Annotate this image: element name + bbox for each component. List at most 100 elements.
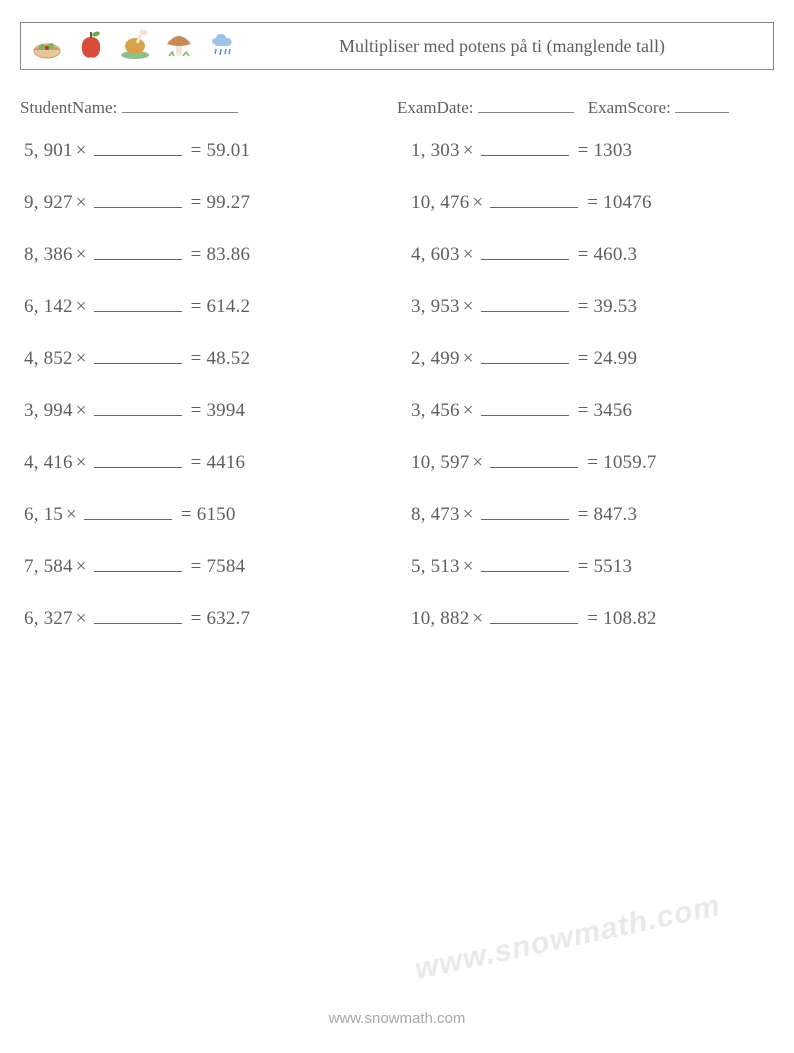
answer-blank[interactable] xyxy=(94,245,182,260)
answer-blank[interactable] xyxy=(481,401,569,416)
operand-a: 5, 901 xyxy=(24,140,73,161)
answer-blank[interactable] xyxy=(84,505,172,520)
problem-right-0: 1, 303× = 1303 xyxy=(407,140,774,162)
problem-right-7: 8, 473× = 847.3 xyxy=(407,504,774,526)
problem-left-0: 5, 901× = 59.01 xyxy=(20,140,387,162)
problem-right-6: 10, 597× = 1059.7 xyxy=(407,452,774,474)
answer-blank[interactable] xyxy=(481,245,569,260)
operand-a: 5, 513 xyxy=(411,556,460,577)
result: 7584 xyxy=(206,556,245,577)
operand-a: 7, 584 xyxy=(24,556,73,577)
cloud-icon xyxy=(205,26,241,67)
multiply-sign: × xyxy=(460,140,477,161)
student-name-label: StudentName: xyxy=(20,98,117,117)
header-box: Multipliser med potens på ti (manglende … xyxy=(20,22,774,70)
result: 4416 xyxy=(206,452,245,473)
multiply-sign: × xyxy=(469,192,486,213)
multiply-sign: × xyxy=(73,296,90,317)
equals-sign: = xyxy=(186,244,207,265)
exam-date-blank[interactable] xyxy=(478,98,574,113)
answer-blank[interactable] xyxy=(94,557,182,572)
exam-score-blank[interactable] xyxy=(675,98,729,113)
exam-date-label: ExamDate: xyxy=(397,98,473,117)
operand-a: 10, 476 xyxy=(411,192,469,213)
answer-blank[interactable] xyxy=(94,609,182,624)
answer-blank[interactable] xyxy=(94,349,182,364)
multiply-sign: × xyxy=(460,400,477,421)
result: 632.7 xyxy=(206,608,250,629)
header-icons xyxy=(21,26,241,67)
result: 24.99 xyxy=(593,348,637,369)
answer-blank[interactable] xyxy=(481,349,569,364)
operand-a: 4, 603 xyxy=(411,244,460,265)
operand-a: 8, 386 xyxy=(24,244,73,265)
operand-a: 6, 142 xyxy=(24,296,73,317)
answer-blank[interactable] xyxy=(94,453,182,468)
equals-sign: = xyxy=(573,296,594,317)
equals-sign: = xyxy=(176,504,197,525)
multiply-sign: × xyxy=(469,452,486,473)
operand-a: 2, 499 xyxy=(411,348,460,369)
operand-a: 8, 473 xyxy=(411,504,460,525)
answer-blank[interactable] xyxy=(481,505,569,520)
problem-left-5: 3, 994× = 3994 xyxy=(20,400,387,422)
problem-left-9: 6, 327× = 632.7 xyxy=(20,608,387,630)
problem-right-4: 2, 499× = 24.99 xyxy=(407,348,774,370)
result: 6150 xyxy=(197,504,236,525)
result: 3994 xyxy=(206,400,245,421)
multiply-sign: × xyxy=(73,556,90,577)
answer-blank[interactable] xyxy=(94,141,182,156)
operand-a: 1, 303 xyxy=(411,140,460,161)
result: 59.01 xyxy=(206,140,250,161)
worksheet-title: Multipliser med potens på ti (manglende … xyxy=(241,36,763,56)
problem-left-7: 6, 15× = 6150 xyxy=(20,504,387,526)
result: 5513 xyxy=(593,556,632,577)
result: 1303 xyxy=(593,140,632,161)
result: 39.53 xyxy=(593,296,637,317)
answer-blank[interactable] xyxy=(490,609,578,624)
answer-blank[interactable] xyxy=(94,401,182,416)
multiply-sign: × xyxy=(73,348,90,369)
result: 1059.7 xyxy=(603,452,656,473)
problem-left-2: 8, 386× = 83.86 xyxy=(20,244,387,266)
problem-left-3: 6, 142× = 614.2 xyxy=(20,296,387,318)
result: 10476 xyxy=(603,192,652,213)
result: 614.2 xyxy=(206,296,250,317)
result: 108.82 xyxy=(603,608,656,629)
equals-sign: = xyxy=(573,348,594,369)
answer-blank[interactable] xyxy=(481,297,569,312)
result: 3456 xyxy=(593,400,632,421)
equals-sign: = xyxy=(186,608,207,629)
answer-blank[interactable] xyxy=(490,453,578,468)
operand-a: 6, 15 xyxy=(24,504,63,525)
student-name-blank[interactable] xyxy=(122,98,238,113)
problem-grid: 5, 901× = 59.011, 303× = 13039, 927× = 9… xyxy=(20,140,774,630)
chicken-icon xyxy=(117,26,153,67)
answer-blank[interactable] xyxy=(94,297,182,312)
equals-sign: = xyxy=(573,556,594,577)
multiply-sign: × xyxy=(73,140,90,161)
problem-right-1: 10, 476× = 10476 xyxy=(407,192,774,214)
mushroom-icon xyxy=(161,26,197,67)
multiply-sign: × xyxy=(63,504,80,525)
problem-right-2: 4, 603× = 460.3 xyxy=(407,244,774,266)
problem-right-9: 10, 882× = 108.82 xyxy=(407,608,774,630)
answer-blank[interactable] xyxy=(94,193,182,208)
multiply-sign: × xyxy=(73,452,90,473)
equals-sign: = xyxy=(573,244,594,265)
exam-score-label: ExamScore: xyxy=(588,98,671,117)
operand-a: 3, 994 xyxy=(24,400,73,421)
equals-sign: = xyxy=(186,452,207,473)
problem-right-8: 5, 513× = 5513 xyxy=(407,556,774,578)
multiply-sign: × xyxy=(460,556,477,577)
answer-blank[interactable] xyxy=(490,193,578,208)
operand-a: 4, 852 xyxy=(24,348,73,369)
operand-a: 3, 456 xyxy=(411,400,460,421)
equals-sign: = xyxy=(186,556,207,577)
salad-icon xyxy=(29,26,65,67)
equals-sign: = xyxy=(582,608,603,629)
answer-blank[interactable] xyxy=(481,557,569,572)
equals-sign: = xyxy=(186,140,207,161)
problem-right-5: 3, 456× = 3456 xyxy=(407,400,774,422)
answer-blank[interactable] xyxy=(481,141,569,156)
